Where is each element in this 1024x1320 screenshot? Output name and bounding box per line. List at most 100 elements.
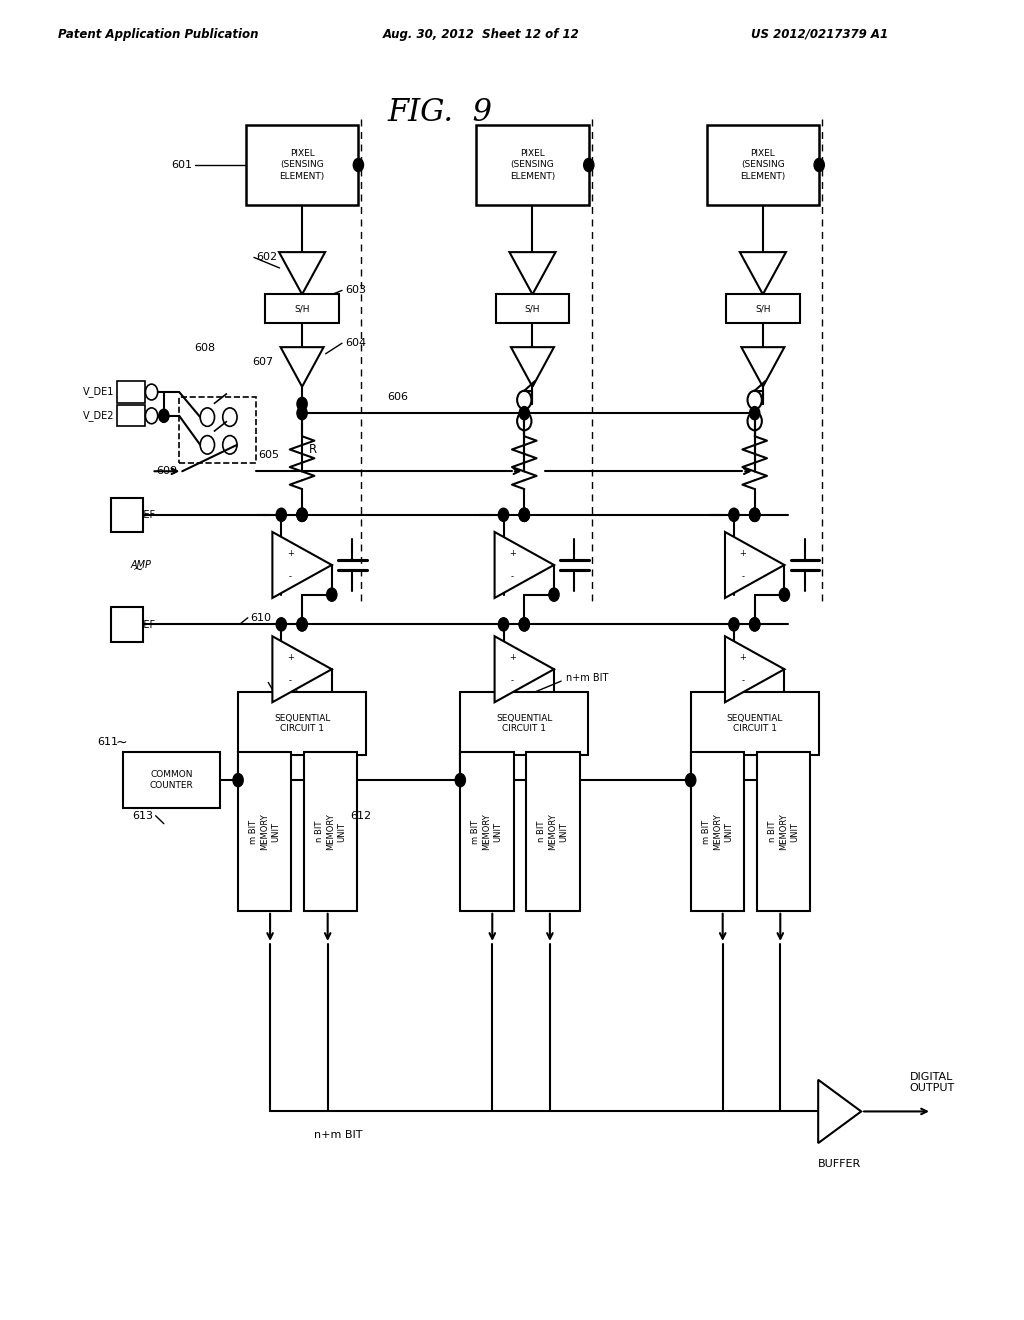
Text: SEQUENTIAL
CIRCUIT 1: SEQUENTIAL CIRCUIT 1 — [496, 714, 553, 733]
Bar — [461, 692, 588, 755]
Circle shape — [750, 618, 760, 631]
Polygon shape — [279, 252, 326, 294]
Polygon shape — [272, 532, 332, 598]
Text: 602: 602 — [256, 252, 278, 263]
Text: -: - — [741, 573, 744, 581]
Text: V_REF: V_REF — [126, 510, 156, 520]
Bar — [111, 607, 143, 642]
Text: Patent Application Publication: Patent Application Publication — [58, 28, 259, 41]
Text: ~: ~ — [133, 562, 143, 576]
Polygon shape — [818, 1080, 861, 1143]
Circle shape — [750, 508, 760, 521]
Circle shape — [232, 774, 244, 787]
Bar — [526, 752, 580, 911]
Text: 601: 601 — [171, 160, 193, 170]
Text: m BIT
MEMORY
UNIT: m BIT MEMORY UNIT — [471, 813, 503, 850]
Circle shape — [584, 158, 594, 172]
Circle shape — [327, 589, 337, 602]
Text: +: + — [509, 549, 516, 557]
Text: S/H: S/H — [755, 305, 771, 313]
Text: CDS: CDS — [293, 264, 311, 272]
Circle shape — [519, 407, 529, 420]
Bar — [707, 125, 819, 205]
Bar — [726, 294, 800, 323]
Circle shape — [519, 508, 529, 521]
Text: Aug. 30, 2012  Sheet 12 of 12: Aug. 30, 2012 Sheet 12 of 12 — [383, 28, 580, 41]
Polygon shape — [739, 252, 786, 294]
Text: PIXEL
(SENSING
ELEMENT): PIXEL (SENSING ELEMENT) — [280, 149, 325, 181]
Text: 607: 607 — [252, 356, 273, 367]
Text: FIG.  9: FIG. 9 — [388, 96, 493, 128]
Polygon shape — [510, 252, 555, 294]
Text: -: - — [511, 573, 514, 581]
Polygon shape — [725, 532, 784, 598]
Text: x1: x1 — [527, 360, 538, 368]
Text: n+m BIT: n+m BIT — [566, 673, 608, 684]
Circle shape — [750, 508, 760, 521]
Text: DIGITAL
OUTPUT: DIGITAL OUTPUT — [909, 1072, 954, 1093]
Text: n+m BIT: n+m BIT — [313, 1130, 362, 1140]
Polygon shape — [281, 347, 324, 387]
Polygon shape — [725, 636, 784, 702]
Bar — [757, 752, 810, 911]
Text: n BIT
MEMORY
UNIT: n BIT MEMORY UNIT — [768, 813, 799, 850]
Text: US 2012/0217379 A1: US 2012/0217379 A1 — [751, 28, 888, 41]
Text: +: + — [287, 653, 294, 661]
Text: 611: 611 — [96, 737, 118, 747]
Text: m BIT
MEMORY
UNIT: m BIT MEMORY UNIT — [701, 813, 733, 850]
Text: m: m — [487, 766, 497, 776]
Text: m BIT
MEMORY
UNIT: m BIT MEMORY UNIT — [249, 813, 281, 850]
Polygon shape — [511, 347, 554, 387]
Text: COMMON
COUNTER: COMMON COUNTER — [150, 771, 194, 789]
Text: 608: 608 — [195, 343, 216, 354]
Circle shape — [159, 409, 169, 422]
Circle shape — [814, 158, 824, 172]
Circle shape — [750, 618, 760, 631]
Text: 610: 610 — [250, 612, 271, 623]
Text: V_REF: V_REF — [126, 619, 156, 630]
Circle shape — [499, 618, 509, 631]
Text: 605: 605 — [258, 450, 280, 461]
Bar — [690, 692, 819, 755]
Bar — [238, 752, 291, 911]
Bar — [496, 294, 569, 323]
Text: PIXEL
(SENSING
ELEMENT): PIXEL (SENSING ELEMENT) — [510, 149, 555, 181]
Text: x1: x1 — [758, 360, 768, 368]
Text: +: + — [739, 653, 746, 661]
Text: AMP: AMP — [131, 560, 152, 570]
Bar — [265, 294, 339, 323]
Text: -: - — [289, 677, 292, 685]
Circle shape — [297, 407, 307, 420]
Polygon shape — [495, 636, 554, 702]
Text: ~: ~ — [115, 735, 127, 750]
Circle shape — [297, 618, 307, 631]
Text: n: n — [777, 766, 783, 776]
Text: n BIT
MEMORY
UNIT: n BIT MEMORY UNIT — [315, 813, 346, 850]
Circle shape — [750, 407, 760, 420]
Text: n: n — [325, 766, 331, 776]
Circle shape — [297, 508, 307, 521]
Text: n BIT
MEMORY
UNIT: n BIT MEMORY UNIT — [538, 813, 568, 850]
Bar — [117, 381, 145, 403]
Circle shape — [353, 158, 364, 172]
Text: CDS: CDS — [523, 264, 542, 272]
Text: m: m — [718, 766, 727, 776]
Bar — [111, 498, 143, 532]
Text: PIXEL
(SENSING
ELEMENT): PIXEL (SENSING ELEMENT) — [740, 149, 785, 181]
Circle shape — [779, 589, 790, 602]
Circle shape — [297, 397, 307, 411]
Circle shape — [276, 508, 287, 521]
Polygon shape — [495, 532, 554, 598]
Bar — [304, 752, 357, 911]
Polygon shape — [741, 347, 784, 387]
Text: SEQUENTIAL
CIRCUIT 1: SEQUENTIAL CIRCUIT 1 — [273, 714, 331, 733]
Text: S/H: S/H — [524, 305, 541, 313]
Text: V_DE1: V_DE1 — [83, 387, 115, 397]
Text: S/H: S/H — [294, 305, 310, 313]
Bar — [179, 397, 256, 463]
Text: 609: 609 — [157, 466, 178, 477]
Text: m: m — [265, 766, 274, 776]
Text: 613: 613 — [132, 810, 154, 821]
Text: x1: x1 — [297, 360, 307, 368]
Circle shape — [499, 508, 509, 521]
